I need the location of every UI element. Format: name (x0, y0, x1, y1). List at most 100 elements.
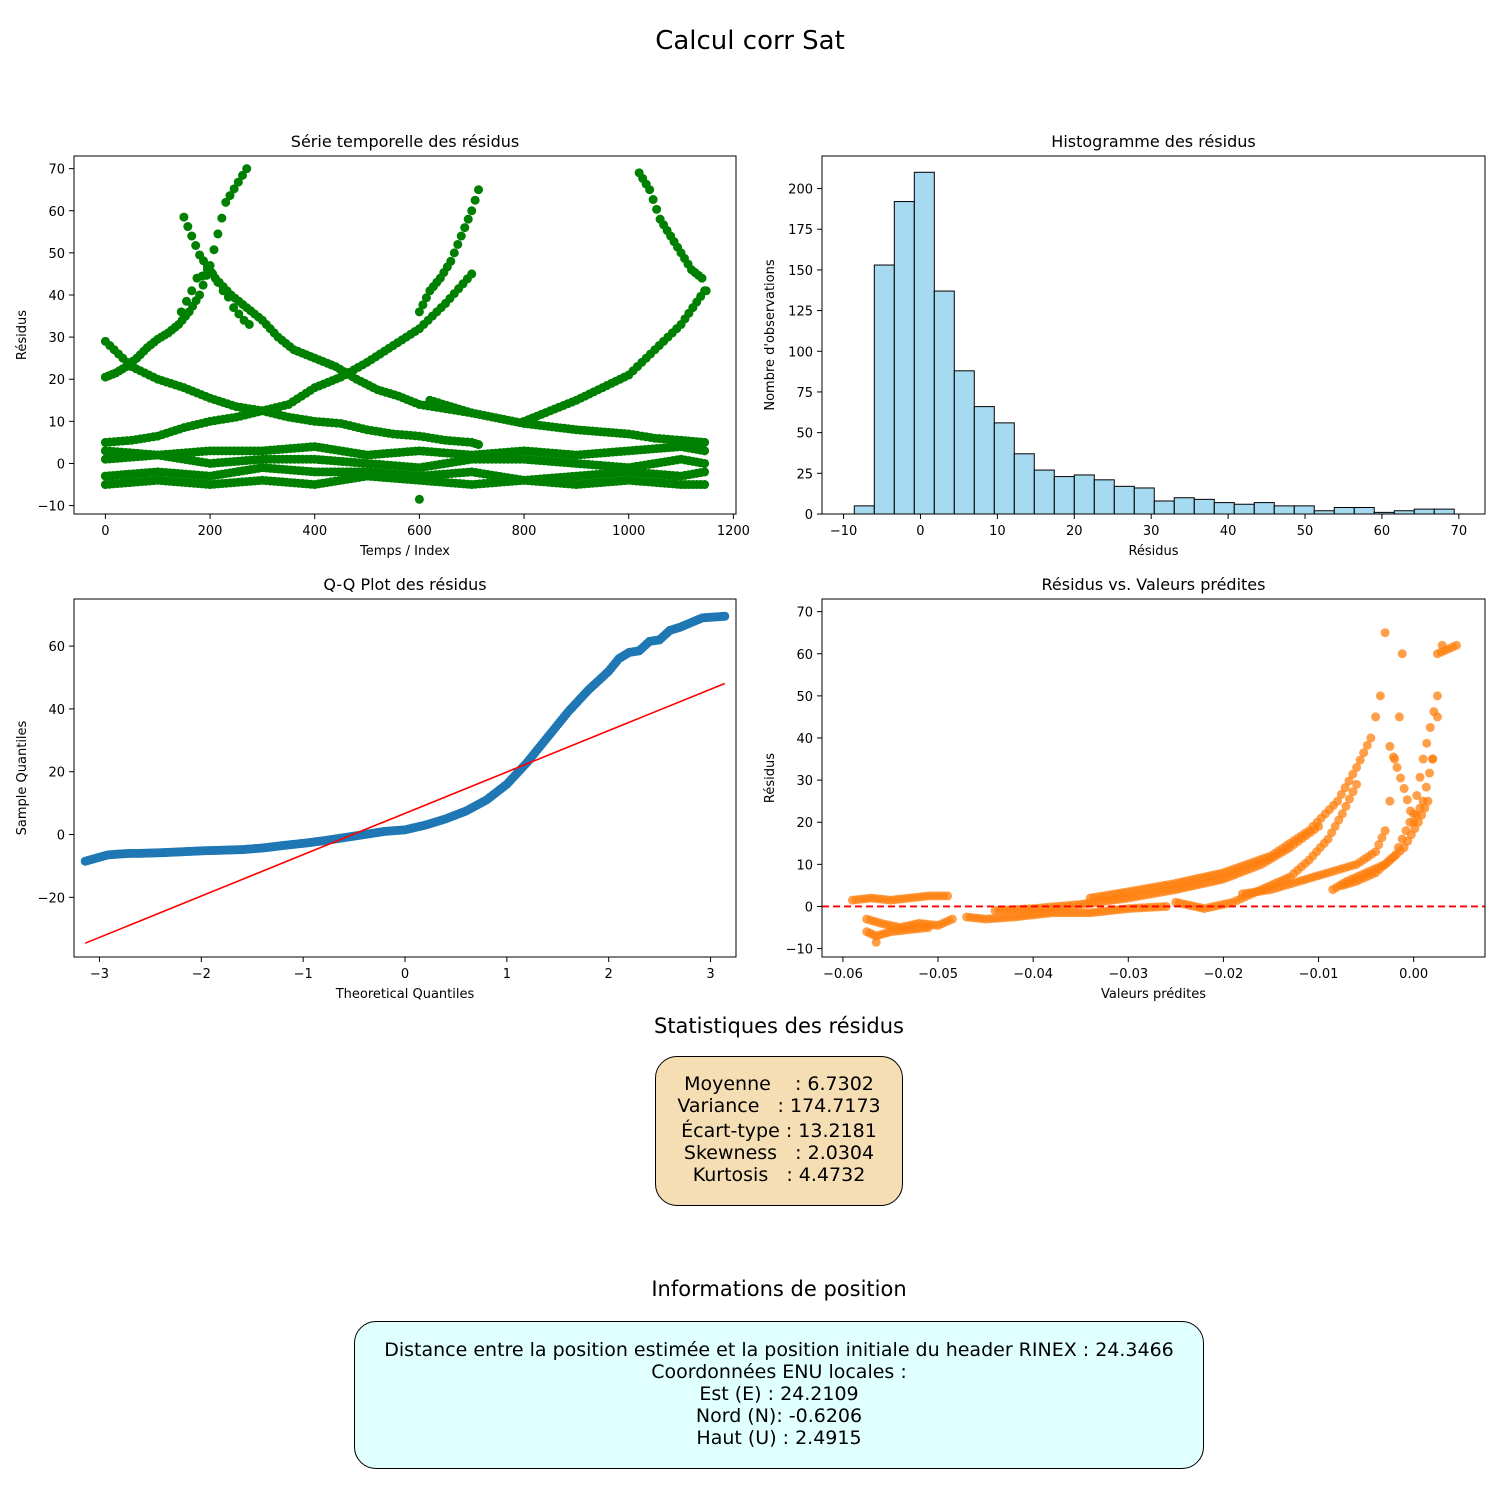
data-point (943, 891, 953, 901)
data-point (1388, 752, 1398, 762)
data-point (1333, 796, 1343, 806)
data-point (453, 239, 463, 249)
qq-reference-line (84, 682, 726, 944)
stat-mean: Moyenne : 6.7302 (684, 1073, 874, 1095)
data-point (1393, 842, 1403, 852)
data-point (1401, 826, 1411, 836)
stat-kurtosis: Kurtosis : 4.4732 (692, 1164, 866, 1186)
y-tick-label: 0 (57, 829, 65, 844)
x-tick-label: 30 (1143, 524, 1160, 539)
x-axis-label: Theoretical Quantiles (335, 987, 475, 1002)
stats-title: Statistiques des résidus (653, 1014, 904, 1038)
x-tick-label: 200 (198, 524, 223, 539)
y-axis-label: Nombre d'observations (763, 259, 778, 410)
y-axis-label: Sample Quantiles (15, 720, 30, 835)
data-point (1418, 796, 1428, 806)
data-point (179, 212, 189, 222)
stat-stddev: Écart-type : 13.2181 (681, 1120, 877, 1142)
y-axis-label: Résidus (763, 753, 778, 803)
y-tick-label: 30 (796, 774, 813, 789)
data-point (1412, 810, 1422, 820)
data-point (213, 229, 223, 239)
data-point (1421, 782, 1431, 792)
x-tick-label: −10 (830, 524, 857, 539)
data-point (1371, 847, 1381, 857)
data-point (700, 446, 710, 456)
y-tick-label: 70 (796, 606, 813, 621)
y-tick-label: 125 (788, 305, 813, 320)
data-point (1371, 712, 1381, 722)
x-tick-label: 3 (706, 967, 714, 982)
data-point (463, 214, 473, 224)
y-tick-label: 175 (788, 223, 813, 238)
data-point (700, 467, 710, 477)
data-point (418, 300, 428, 310)
data-point (1336, 789, 1346, 799)
data-point (1340, 783, 1350, 793)
qq-point (720, 611, 730, 621)
y-tick-label: 40 (48, 289, 65, 304)
data-point (470, 195, 480, 205)
y-tick-label: −20 (38, 891, 65, 906)
x-tick-label: 0 (101, 524, 109, 539)
data-point (1377, 833, 1387, 843)
data-point (1341, 801, 1351, 811)
y-tick-label: 10 (48, 415, 65, 430)
data-point (697, 273, 707, 283)
x-tick-label: 400 (302, 524, 327, 539)
x-tick-label: 70 (1451, 524, 1468, 539)
plot-frame (821, 598, 1486, 958)
data-point (1432, 691, 1442, 701)
data-point (183, 222, 193, 232)
data-point (645, 185, 655, 195)
data-point (1402, 795, 1412, 805)
x-tick-label: 600 (407, 524, 432, 539)
data-point (871, 937, 881, 947)
data-point (209, 245, 219, 255)
data-point (191, 241, 201, 250)
chart-title: Q-Q Plot des résidus (323, 575, 486, 594)
data-point (1380, 826, 1390, 836)
data-point (414, 494, 424, 504)
x-axis-label: Valeurs prédites (1101, 987, 1206, 1002)
position-distance: Distance entre la position estimée et la… (384, 1339, 1174, 1361)
x-tick-label: −0.02 (1203, 967, 1243, 982)
data-point (1399, 784, 1409, 794)
data-point (1425, 768, 1435, 778)
data-point (700, 437, 710, 447)
stat-skewness: Skewness : 2.0304 (683, 1142, 875, 1164)
data-point (1352, 779, 1362, 789)
x-tick-label: −0.04 (1013, 967, 1053, 982)
data-point (1394, 712, 1404, 722)
data-point (947, 914, 957, 924)
y-tick-label: 60 (796, 648, 813, 663)
data-point (1359, 748, 1369, 758)
x-tick-label: 40 (1220, 524, 1237, 539)
data-point (1380, 628, 1390, 638)
data-point (1397, 649, 1407, 659)
y-tick-label: 60 (48, 205, 65, 220)
data-point (648, 195, 658, 205)
x-axis-label: Temps / Index (359, 544, 450, 559)
data-point (1415, 772, 1425, 782)
y-tick-label: 20 (48, 373, 65, 388)
y-tick-label: 10 (796, 858, 813, 873)
data-point (187, 231, 197, 241)
data-point (1415, 803, 1425, 813)
data-point (242, 164, 252, 174)
y-tick-label: 60 (48, 640, 65, 655)
data-point (1366, 733, 1376, 743)
x-tick-label: −0.06 (823, 967, 863, 982)
data-point (221, 197, 231, 207)
data-point (1385, 796, 1395, 806)
data-point (1348, 769, 1358, 779)
data-point (1409, 817, 1419, 827)
y-tick-label: −10 (786, 943, 813, 958)
data-point (924, 923, 934, 933)
data-point (421, 293, 431, 303)
y-tick-label: 20 (796, 816, 813, 831)
stat-variance: Variance : 174.7173 (677, 1095, 881, 1117)
x-tick-label: 60 (1374, 524, 1391, 539)
data-point (467, 269, 477, 279)
